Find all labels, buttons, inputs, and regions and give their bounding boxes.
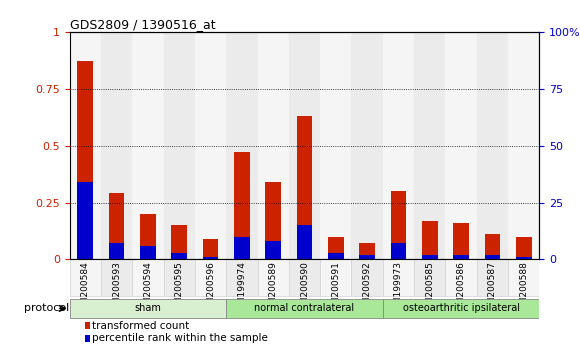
Bar — [70, 299, 226, 318]
Bar — [289, 32, 320, 259]
Bar — [226, 259, 258, 296]
Bar — [296, 225, 312, 259]
Bar — [414, 259, 445, 296]
Bar — [85, 335, 90, 342]
Bar — [390, 191, 406, 259]
Text: GSM200595: GSM200595 — [175, 261, 184, 316]
Bar — [101, 259, 132, 296]
Text: GSM200587: GSM200587 — [488, 261, 497, 316]
Text: osteoarthritic ipsilateral: osteoarthritic ipsilateral — [403, 303, 520, 313]
Bar — [101, 32, 132, 259]
Bar — [453, 255, 469, 259]
Text: GSM199973: GSM199973 — [394, 261, 403, 316]
Bar — [289, 259, 320, 296]
Bar — [320, 259, 351, 296]
Bar — [140, 246, 155, 259]
Bar — [234, 153, 249, 259]
Bar — [164, 32, 195, 259]
Bar — [359, 244, 375, 259]
Text: GSM200596: GSM200596 — [206, 261, 215, 316]
Bar — [265, 182, 281, 259]
Text: protocol: protocol — [24, 303, 70, 313]
Bar — [516, 236, 531, 259]
Bar — [390, 244, 406, 259]
Text: percentile rank within the sample: percentile rank within the sample — [92, 333, 267, 343]
Text: GSM200591: GSM200591 — [331, 261, 340, 316]
Bar — [383, 299, 539, 318]
Bar — [422, 221, 437, 259]
Bar — [445, 259, 477, 296]
Bar — [383, 32, 414, 259]
Text: GSM200594: GSM200594 — [143, 261, 153, 316]
Bar — [477, 32, 508, 259]
Bar — [328, 236, 343, 259]
Bar — [258, 32, 289, 259]
Bar — [359, 255, 375, 259]
Text: GSM200593: GSM200593 — [112, 261, 121, 316]
Bar — [108, 244, 124, 259]
Bar — [70, 32, 101, 259]
Text: GSM200585: GSM200585 — [425, 261, 434, 316]
Bar — [484, 234, 500, 259]
Bar — [172, 225, 187, 259]
Text: GSM200584: GSM200584 — [81, 261, 90, 316]
Bar — [234, 236, 249, 259]
Bar — [203, 257, 218, 259]
Bar — [265, 241, 281, 259]
Bar — [484, 255, 500, 259]
Bar — [445, 32, 477, 259]
Bar — [108, 193, 124, 259]
Text: normal contralateral: normal contralateral — [255, 303, 354, 313]
Bar — [132, 32, 164, 259]
Bar — [195, 32, 226, 259]
Bar — [414, 32, 445, 259]
Bar — [132, 259, 164, 296]
Bar — [226, 32, 258, 259]
Bar — [351, 32, 383, 259]
Bar — [383, 259, 414, 296]
Text: GSM199974: GSM199974 — [237, 261, 246, 316]
Bar — [508, 32, 539, 259]
Text: sham: sham — [135, 303, 161, 313]
Bar — [164, 259, 195, 296]
Text: GDS2809 / 1390516_at: GDS2809 / 1390516_at — [70, 18, 215, 31]
Bar — [140, 214, 155, 259]
Bar — [85, 322, 90, 330]
Bar — [226, 299, 383, 318]
Bar — [351, 259, 383, 296]
Bar — [172, 252, 187, 259]
Text: GSM200590: GSM200590 — [300, 261, 309, 316]
Text: transformed count: transformed count — [92, 321, 188, 331]
Bar — [195, 259, 226, 296]
Bar — [77, 62, 93, 259]
Text: GSM200586: GSM200586 — [456, 261, 466, 316]
Bar — [477, 259, 508, 296]
Bar — [77, 182, 93, 259]
Bar — [320, 32, 351, 259]
Bar — [70, 259, 101, 296]
Bar — [516, 257, 531, 259]
Text: GSM200592: GSM200592 — [362, 261, 372, 316]
Bar — [203, 239, 218, 259]
Text: GSM200589: GSM200589 — [269, 261, 278, 316]
Text: GSM200588: GSM200588 — [519, 261, 528, 316]
Bar — [258, 259, 289, 296]
Bar — [453, 223, 469, 259]
Bar — [508, 259, 539, 296]
Bar — [328, 252, 343, 259]
Bar — [422, 255, 437, 259]
Bar — [296, 116, 312, 259]
